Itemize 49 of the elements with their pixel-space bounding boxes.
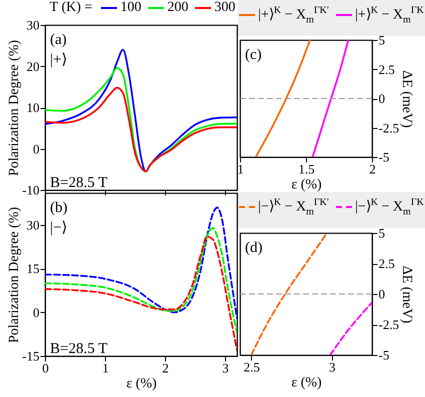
y2-tick-label: 5 xyxy=(378,226,385,240)
y2-tick-label: 0 xyxy=(378,286,385,302)
x-axis-title: ε (%) xyxy=(291,376,322,390)
legend-label: 100 xyxy=(120,0,142,15)
y2-tick-label: 5 xyxy=(378,32,385,48)
y2-tick-label: 2.5 xyxy=(378,256,395,271)
y-axis-title: Polarization Degree (%) xyxy=(7,40,22,176)
x-tick-label: 1 xyxy=(237,162,244,176)
line-series xyxy=(45,236,237,352)
y-tick-label: 0 xyxy=(33,141,40,156)
annotation: (c) xyxy=(245,47,262,63)
y2-axis-title: ΔE (meV) xyxy=(399,70,414,128)
annotation: B=28.5 T xyxy=(50,175,108,191)
legend-label: 200 xyxy=(167,0,188,15)
y-axis-title: Polarization Degree (%) xyxy=(7,206,22,344)
y2-tick-label: 0 xyxy=(378,91,385,106)
x-tick-label: 2.5 xyxy=(244,360,260,374)
line-series xyxy=(45,86,237,172)
annotation: B=28.5 T xyxy=(50,341,108,357)
legend-label: 300 xyxy=(214,0,236,15)
y2-tick-label: -2.5 xyxy=(378,120,400,136)
x-tick-label: 1 xyxy=(102,360,109,376)
y-tick-label: 0 xyxy=(33,304,40,320)
y-tick-label: -10 xyxy=(22,182,40,198)
y2-tick-label: -2.5 xyxy=(378,317,400,332)
y-tick-label: 15 xyxy=(26,261,40,276)
annotation: (d) xyxy=(245,240,262,256)
x-tick-label: 2 xyxy=(369,162,376,176)
annotation: (a) xyxy=(50,32,67,48)
x-tick-label: 3 xyxy=(329,360,336,374)
y-tick-label: 20 xyxy=(26,58,40,74)
y-tick-label: 30 xyxy=(26,18,40,32)
x-axis-title: ε (%) xyxy=(126,376,158,392)
y-tick-label: -15 xyxy=(22,348,40,364)
y-tick-label: 30 xyxy=(26,218,40,233)
x-tick-label: 1.5 xyxy=(298,162,315,176)
y2-tick-label: -5 xyxy=(378,348,390,362)
annotation: |−⟩ xyxy=(50,220,68,236)
y2-tick-label: 2.5 xyxy=(378,62,395,77)
annotation: |+⟩ xyxy=(50,52,68,68)
legend-title: T (K) = xyxy=(50,0,92,15)
y2-tick-label: -5 xyxy=(378,150,390,164)
annotation: (b) xyxy=(50,200,68,216)
x-tick-label: 2 xyxy=(162,360,169,376)
x-axis-title: ε (%) xyxy=(291,178,322,192)
y2-axis-title: ΔE (meV) xyxy=(399,266,414,324)
y-tick-label: 10 xyxy=(26,100,40,115)
x-tick-label: 3 xyxy=(222,360,229,376)
line-series xyxy=(312,40,350,157)
